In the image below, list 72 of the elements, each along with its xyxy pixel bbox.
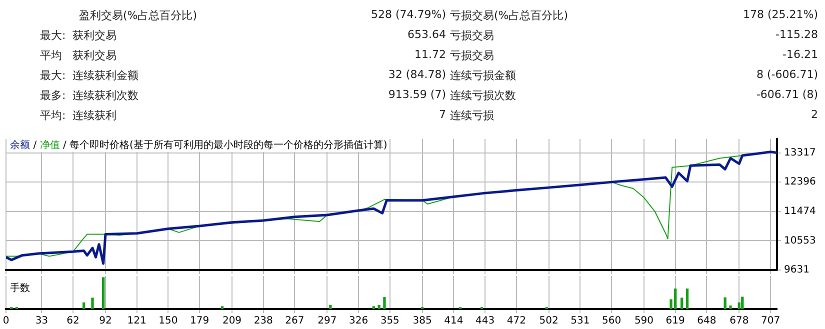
text: 最大: 获利交易 — [40, 28, 117, 43]
bar — [91, 298, 94, 309]
bar — [741, 296, 744, 309]
text: 亏损交易(%占总百分比) — [450, 8, 568, 23]
x-tick-label: 443 — [475, 316, 495, 327]
x-tick-label: 707 — [760, 316, 780, 327]
x-tick-label: 33 — [35, 316, 48, 327]
x-tick-label: 267 — [285, 316, 304, 327]
text: 528 (74.79%) — [370, 8, 446, 21]
text: 净值 — [40, 140, 60, 151]
text: 最大: 连续获利金额 — [40, 68, 139, 83]
text: 手数 — [10, 282, 30, 295]
bar — [82, 302, 86, 309]
annotation: / — [62, 140, 68, 151]
x-tick-label: 297 — [318, 316, 337, 327]
text: -606.71 (8) — [756, 88, 818, 101]
x-tick-label: 62 — [66, 316, 80, 327]
text: 平均: 连续获利 — [40, 108, 117, 123]
text: 最多: 连续获利次数 — [40, 88, 139, 103]
y-tick-label: 13317 — [784, 147, 816, 158]
x-tick-label: 619 — [666, 316, 685, 327]
x-tick-label: 414 — [444, 316, 464, 327]
text: 连续亏损次数 — [450, 88, 516, 103]
text: 连续亏损 — [450, 108, 494, 123]
bar — [220, 306, 224, 309]
x-tick-label: 590 — [634, 316, 654, 327]
bar — [383, 297, 386, 309]
text: 11.72 — [414, 48, 446, 61]
text: 亏损交易 — [450, 28, 494, 43]
bar — [680, 298, 684, 309]
text: 913.59 (7) — [388, 88, 446, 101]
x-tick-label: 355 — [380, 316, 400, 327]
y-tick-label: 9631 — [784, 264, 810, 276]
bar — [686, 288, 689, 309]
annotation: / — [32, 140, 38, 151]
text: 178 (25.21%) — [742, 8, 818, 21]
text: 7 — [439, 108, 446, 121]
text: 余额 — [10, 140, 30, 151]
x-tick-label: 209 — [222, 316, 242, 327]
bar — [724, 297, 726, 309]
y-tick-label: 10553 — [784, 235, 816, 246]
text: 2 — [811, 108, 818, 121]
text: 连续亏损金额 — [450, 68, 516, 83]
x-tick-label: 179 — [190, 316, 210, 327]
bar — [329, 304, 332, 309]
chart-title: 每个即时价格(基于所有可利用的最小时段的每一个价格的分形插值计算) — [70, 140, 388, 151]
x-tick-label: 150 — [158, 316, 178, 327]
x-tick-label: 678 — [730, 316, 749, 327]
text: 653.64 — [408, 28, 446, 41]
text: -115.28 — [776, 28, 818, 41]
x-tick-label: 472 — [506, 316, 526, 327]
x-tick-label: 121 — [127, 316, 146, 327]
x-tick-label: 0 — [2, 316, 10, 327]
bar — [729, 306, 732, 309]
text: 亏损交易 — [450, 48, 494, 63]
x-tick-label: 502 — [539, 316, 558, 327]
text: 32 (84.78) — [388, 68, 446, 81]
y-tick-label: 11474 — [784, 206, 816, 217]
x-tick-label: 560 — [602, 316, 622, 327]
x-tick-label: 648 — [697, 316, 716, 327]
bar — [372, 306, 375, 309]
x-tick-label: 531 — [570, 316, 590, 327]
x-tick-label: 326 — [348, 316, 368, 327]
bar — [378, 304, 380, 309]
text: 盈利交易(%占总百分比) — [79, 8, 198, 23]
text: 8 (-606.71) — [756, 68, 818, 81]
x-tick-label: 238 — [254, 316, 273, 327]
y-tick-label: 12396 — [784, 176, 816, 188]
text: 平均 获利交易 — [40, 48, 116, 63]
x-tick-label: 92 — [99, 316, 112, 327]
x-tick-label: 385 — [412, 316, 432, 327]
text: -16.21 — [782, 48, 818, 61]
